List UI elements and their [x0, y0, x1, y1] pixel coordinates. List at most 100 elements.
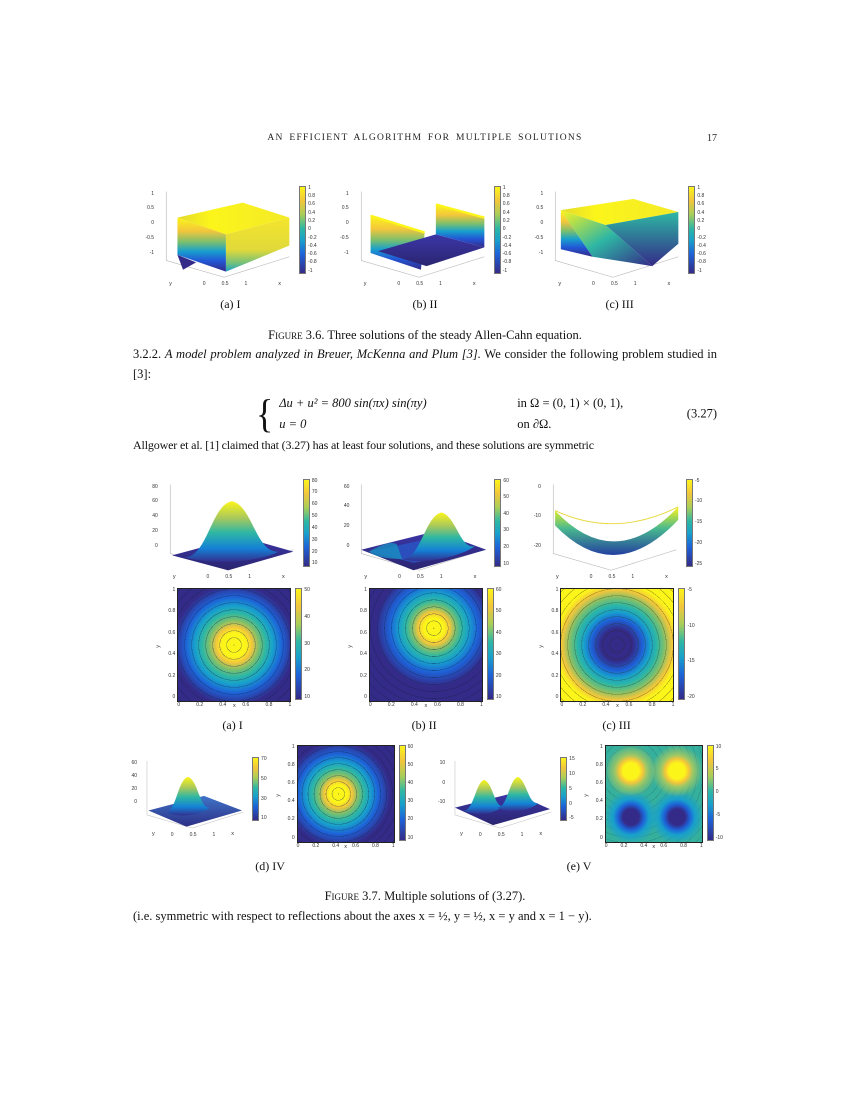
- tick-label: 0.4: [697, 209, 705, 216]
- tick-label: 0: [715, 789, 719, 796]
- contour-plot-V: [604, 744, 703, 843]
- z-axis-ticks: 1 0.5 0 -0.5 -1: [533, 191, 544, 256]
- tick-label: 20: [503, 543, 509, 550]
- x-ticks: 0 0.2 0.4 0.6 0.8 1: [369, 703, 483, 708]
- tick-label: 80: [311, 477, 318, 484]
- tick-label: 60: [407, 743, 414, 750]
- figure-3-7-caption: Figure 3.7. Multiple solutions of (3.27)…: [133, 887, 717, 906]
- tick-label: 0.5: [416, 280, 424, 287]
- axis-label-y: y: [582, 793, 589, 797]
- tick-label: 60: [343, 483, 350, 490]
- colorbar: [295, 588, 303, 701]
- tick-label: -20: [694, 539, 703, 546]
- xy-axis: y 0 0.5 1 x: [542, 573, 682, 581]
- tick-label: 0.6: [660, 842, 668, 849]
- equation-cond-1: in Ω = (0, 1) × (0, 1),: [517, 395, 624, 410]
- tick-label: 50: [304, 587, 310, 594]
- surface-plot-II: [361, 483, 487, 571]
- tick-label: 0: [308, 226, 311, 233]
- contour-plot-IV: [296, 744, 395, 843]
- colorbar: [302, 478, 310, 567]
- tick-label: 0.2: [196, 702, 204, 709]
- z-axis-ticks: 60 40 20 0: [339, 483, 350, 549]
- tick-label: 0.8: [697, 193, 705, 200]
- tick-label: -0.2: [308, 234, 317, 241]
- section-3-2-2-paragraph: 3.2.2. A model problem analyzed in Breue…: [133, 345, 717, 384]
- caption-text: Multiple solutions of (3.27).: [384, 889, 526, 904]
- colorbar-ticks: 60 50 40 30 20 10: [503, 478, 509, 567]
- axis-label-y: y: [460, 831, 463, 838]
- tick-label: 1: [699, 842, 703, 849]
- xy-ticks: 0 0.5 1: [590, 574, 635, 580]
- axis-label-y: y: [555, 573, 559, 580]
- subfigure-3-6-c: 1 0.5 0 -0.5 -1 y 0 0.5 1 x: [533, 184, 706, 314]
- surface-plot-II: [360, 191, 485, 278]
- tick-label: 0.6: [308, 201, 316, 208]
- y-ticks: 1 0.8 0.6 0.4 0.2 0: [546, 588, 560, 700]
- tick-label: 20: [152, 527, 158, 534]
- tick-label: 60: [311, 501, 318, 508]
- tick-label: 0.6: [625, 702, 633, 709]
- tick-label: -1: [538, 249, 544, 256]
- tick-label: 70: [261, 756, 267, 763]
- tick-label: 50: [407, 761, 414, 768]
- tick-label: 1: [291, 743, 295, 750]
- tick-label: 10: [304, 694, 310, 701]
- tick-label: -0.2: [697, 234, 706, 241]
- xy-axis: y 0 0.5 1 x: [350, 574, 490, 581]
- header-title: AN EFFICIENT ALGORITHM FOR MULTIPLE SOLU…: [267, 133, 583, 143]
- subfigure-label: (d) IV: [255, 858, 285, 873]
- tick-label: 0: [604, 842, 608, 849]
- tick-label: 40: [343, 503, 350, 510]
- tick-label: -15: [687, 658, 695, 665]
- subfigure-label: (c) III: [602, 718, 631, 733]
- tick-label: 0: [134, 799, 138, 806]
- tick-label: 60: [152, 498, 158, 505]
- colorbar: [560, 757, 568, 822]
- x-axis: 0 0.2 0.4 0.6 0.8 1 x: [177, 702, 291, 709]
- subfigure-label: (e) V: [566, 858, 592, 873]
- tick-label: -5: [569, 815, 574, 822]
- x-axis: 0 0.2 0.4 0.6 0.8 1 x: [604, 842, 703, 849]
- axis-label-y: y: [363, 280, 367, 287]
- xy-axis: y 0 0.5 1 x: [544, 280, 684, 288]
- tick-label: 20: [311, 548, 318, 555]
- tick-label: 0.2: [359, 672, 367, 679]
- tick-label: 1: [671, 702, 675, 709]
- tick-label: 0.6: [242, 702, 250, 709]
- xy-ticks: 0 0.5 1: [171, 832, 216, 838]
- tick-label: -0.5: [340, 234, 349, 241]
- tick-label: 0.4: [502, 209, 510, 216]
- y-axis: y 1 0.8 0.6 0.4 0.2 0: [538, 588, 560, 700]
- axis-label-x: x: [278, 280, 282, 287]
- axis-label-x: x: [344, 843, 347, 850]
- contour-plot-I: [177, 588, 292, 703]
- subfigure-label: (a) I: [220, 297, 241, 312]
- subfigure-label: (b) II: [412, 297, 438, 312]
- tick-label: -25: [694, 560, 703, 567]
- tick-label: 10: [569, 771, 575, 778]
- tick-label: 30: [495, 651, 502, 658]
- tick-label: 0: [599, 834, 603, 841]
- caption-tag: Figure 3.7.: [324, 889, 381, 904]
- tick-label: 40: [131, 773, 138, 780]
- y-axis: y 1 0.8 0.6 0.4 0.2 0: [155, 588, 177, 700]
- tick-label: 0.4: [595, 798, 603, 805]
- xy-axis: y 0 0.5 1 x: [138, 832, 248, 838]
- section-number: 3.2.2.: [133, 347, 162, 362]
- colorbar-ticks: 60 50 40 30 20 10: [407, 743, 414, 841]
- tick-label: 40: [311, 524, 318, 531]
- tick-label: 0.8: [648, 702, 656, 709]
- z-axis-ticks: 0 -10 -20: [531, 484, 542, 549]
- tick-label: 0.2: [502, 217, 510, 224]
- xy-axis: y 0 0.5 1 x: [155, 280, 295, 288]
- tick-label: 0.5: [610, 280, 618, 287]
- colorbar: [678, 588, 686, 701]
- tick-label: 0: [397, 280, 401, 287]
- axis-label-x: x: [665, 573, 668, 580]
- tick-label: 1: [172, 587, 176, 594]
- tick-label: 0.6: [595, 780, 603, 786]
- tick-label: -1: [149, 249, 155, 256]
- axis-label-y: y: [152, 831, 155, 838]
- tick-label: 1: [364, 587, 367, 594]
